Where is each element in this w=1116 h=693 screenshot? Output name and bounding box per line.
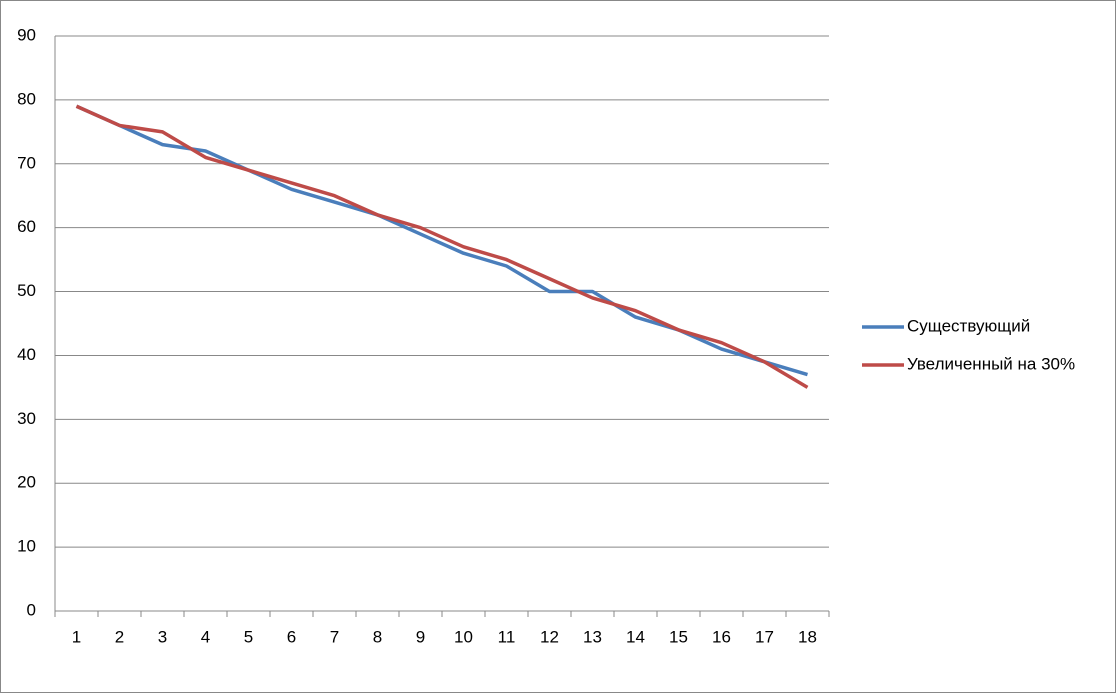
legend-label: Увеличенный на 30% [907, 354, 1075, 373]
legend-label: Существующий [907, 316, 1030, 335]
y-tick-label: 30 [17, 409, 36, 428]
x-tick-label: 18 [798, 627, 817, 646]
x-tick-label: 5 [244, 627, 253, 646]
x-tick-label: 16 [712, 627, 731, 646]
x-tick-label: 8 [373, 627, 382, 646]
x-tick-label: 9 [416, 627, 425, 646]
x-tick-label: 17 [755, 627, 774, 646]
x-tick-label: 2 [115, 627, 124, 646]
x-tick-label: 3 [158, 627, 167, 646]
y-tick-label: 20 [17, 473, 36, 492]
x-tick-label: 13 [583, 627, 602, 646]
x-tick-label: 11 [498, 627, 516, 646]
x-tick-label: 15 [669, 627, 688, 646]
y-tick-label: 0 [27, 600, 36, 619]
y-tick-label: 70 [17, 153, 36, 172]
y-tick-label: 80 [17, 89, 36, 108]
x-tick-label: 10 [454, 627, 473, 646]
series-line [75, 104, 809, 389]
x-tick-label: 7 [330, 627, 339, 646]
y-tick-label: 90 [17, 25, 36, 44]
x-tick-label: 4 [201, 627, 210, 646]
y-tick-label: 10 [17, 537, 36, 556]
x-tick-label: 6 [287, 627, 296, 646]
x-tick-label: 1 [72, 627, 81, 646]
y-tick-label: 60 [17, 217, 36, 236]
y-tick-label: 50 [17, 281, 36, 300]
x-tick-label: 14 [626, 627, 645, 646]
x-tick-label: 12 [540, 627, 559, 646]
y-tick-label: 40 [17, 345, 36, 364]
